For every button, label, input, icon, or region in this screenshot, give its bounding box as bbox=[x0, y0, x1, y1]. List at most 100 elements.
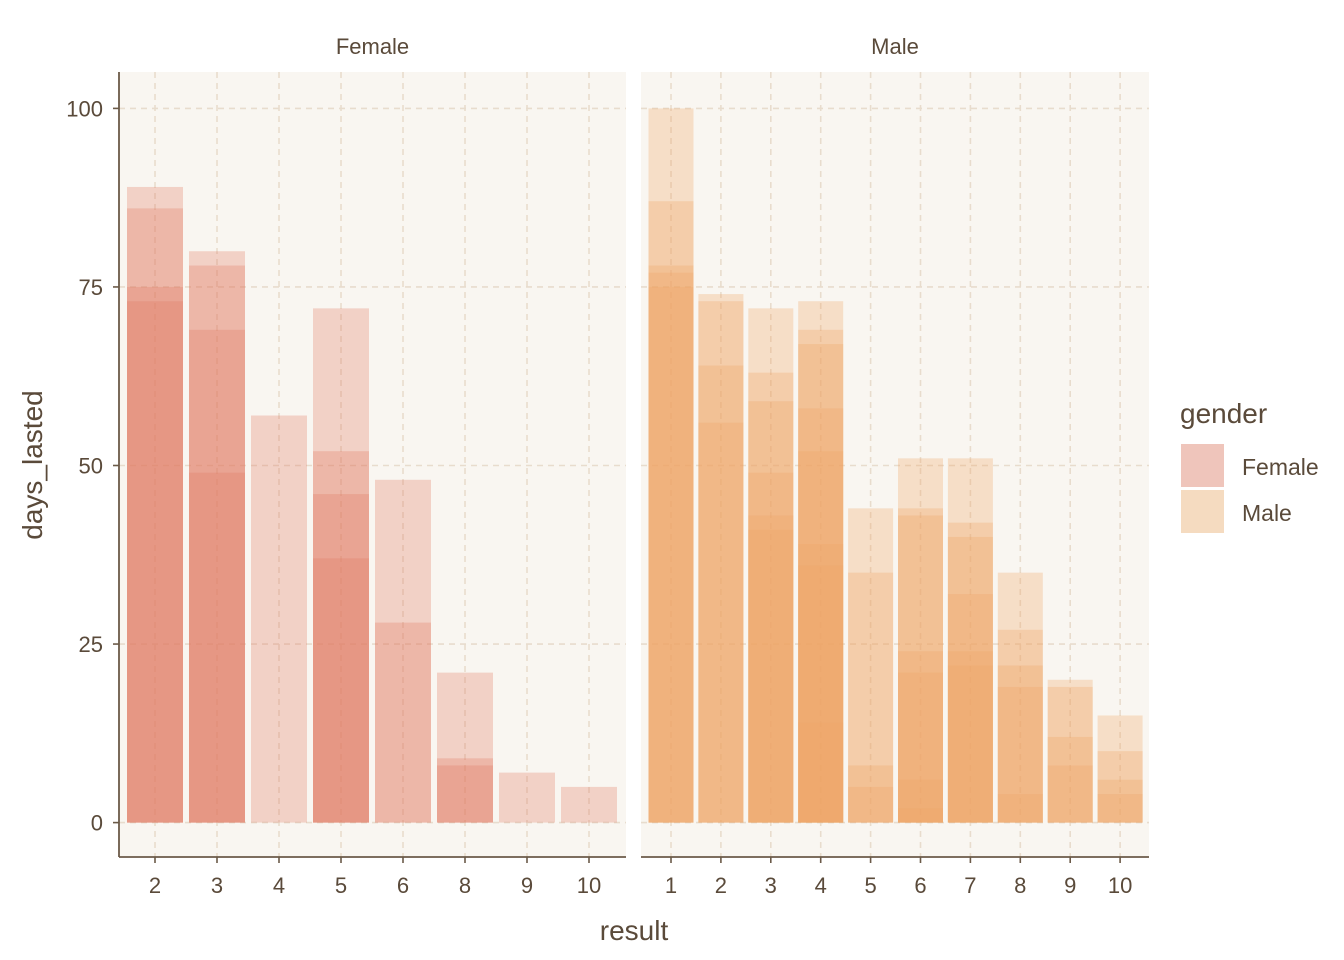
bar bbox=[189, 265, 245, 823]
x-tick-label: 8 bbox=[459, 873, 471, 898]
bar bbox=[898, 808, 943, 823]
x-tick-label: 4 bbox=[815, 873, 827, 898]
legend-label-male: Male bbox=[1242, 500, 1292, 526]
panels-layer: Female 2 3 4 5 6 8 9 10 Male 1 2 3 4 5 6 7 8 9 10 bbox=[119, 34, 1149, 898]
bar bbox=[1047, 686, 1093, 823]
bar bbox=[189, 329, 245, 823]
bars-male bbox=[648, 108, 1143, 823]
bar bbox=[1097, 779, 1143, 823]
bar bbox=[898, 672, 943, 823]
y-tick-label: 50 bbox=[79, 454, 103, 479]
bar bbox=[313, 558, 369, 823]
bar bbox=[947, 594, 993, 823]
bar bbox=[648, 272, 694, 823]
strip-label-male: Male bbox=[871, 34, 919, 59]
bar bbox=[947, 651, 993, 823]
bar bbox=[698, 294, 744, 823]
bar bbox=[127, 301, 183, 823]
bar bbox=[648, 265, 694, 823]
bar bbox=[848, 765, 894, 823]
legend-key-female bbox=[1181, 444, 1224, 487]
bar bbox=[1097, 751, 1143, 823]
bar bbox=[947, 665, 993, 823]
bar bbox=[898, 508, 943, 823]
panel-background bbox=[641, 72, 1149, 857]
bar bbox=[648, 286, 694, 823]
bar bbox=[997, 794, 1043, 823]
bar bbox=[1047, 765, 1093, 823]
bar bbox=[1097, 794, 1143, 823]
panel-background bbox=[119, 72, 626, 857]
bar bbox=[251, 415, 307, 823]
x-tick-label: 1 bbox=[665, 873, 677, 898]
bar bbox=[437, 672, 493, 823]
x-tick-label: 2 bbox=[715, 873, 727, 898]
bar bbox=[898, 458, 943, 823]
bar bbox=[898, 515, 943, 823]
y-tick-label: 0 bbox=[91, 811, 103, 836]
bar bbox=[648, 201, 694, 823]
legend-label-female: Female bbox=[1242, 454, 1319, 480]
bar bbox=[561, 786, 617, 823]
bar bbox=[997, 572, 1043, 823]
strip-label-female: Female bbox=[336, 34, 409, 59]
bar bbox=[748, 472, 794, 823]
y-axis-title: days_lasted bbox=[17, 390, 48, 539]
bar bbox=[375, 479, 431, 823]
y-tick-label: 100 bbox=[66, 96, 103, 121]
x-tick-label: 2 bbox=[149, 873, 161, 898]
bar bbox=[1047, 736, 1093, 823]
x-tick-label: 9 bbox=[1064, 873, 1076, 898]
bar bbox=[189, 472, 245, 823]
x-tick-label: 6 bbox=[914, 873, 926, 898]
x-tick-label: 9 bbox=[521, 873, 533, 898]
panel-female: Female 2 3 4 5 6 8 9 10 bbox=[119, 34, 626, 898]
y-tick-label: 25 bbox=[79, 632, 103, 657]
bar bbox=[189, 251, 245, 823]
bar bbox=[748, 308, 794, 823]
bar bbox=[848, 508, 894, 823]
bar bbox=[848, 786, 894, 823]
bar bbox=[698, 365, 744, 823]
bar bbox=[1097, 715, 1143, 823]
bar bbox=[648, 108, 694, 823]
bar bbox=[748, 401, 794, 823]
bar bbox=[898, 779, 943, 823]
bar bbox=[798, 722, 844, 823]
bar bbox=[1047, 679, 1093, 823]
bar bbox=[127, 186, 183, 823]
bar bbox=[997, 629, 1043, 823]
bar bbox=[313, 451, 369, 823]
bar bbox=[898, 651, 943, 823]
bar bbox=[798, 301, 844, 823]
bar bbox=[798, 544, 844, 823]
bar bbox=[375, 622, 431, 823]
bar bbox=[848, 572, 894, 823]
bar bbox=[748, 372, 794, 823]
x-axis-title: result bbox=[600, 915, 669, 946]
bar bbox=[798, 344, 844, 823]
bar bbox=[748, 529, 794, 823]
x-tick-label: 10 bbox=[1108, 873, 1132, 898]
x-tick-label: 7 bbox=[964, 873, 976, 898]
bar bbox=[798, 451, 844, 823]
x-tick-label: 10 bbox=[577, 873, 601, 898]
bar bbox=[947, 458, 993, 823]
axes-layer: 0 25 50 75 100 bbox=[66, 72, 120, 857]
x-tick-label: 5 bbox=[335, 873, 347, 898]
x-tick-label: 3 bbox=[211, 873, 223, 898]
bar bbox=[698, 301, 744, 823]
bar bbox=[798, 329, 844, 823]
bar bbox=[127, 286, 183, 823]
x-tick-label: 4 bbox=[273, 873, 285, 898]
x-tick-label: 6 bbox=[397, 873, 409, 898]
legend-key-male bbox=[1181, 490, 1224, 533]
bar bbox=[698, 422, 744, 823]
legend: gender Female Male bbox=[1180, 398, 1319, 533]
bar bbox=[798, 565, 844, 823]
legend-title: gender bbox=[1180, 398, 1267, 429]
x-tick-label: 8 bbox=[1014, 873, 1026, 898]
bar bbox=[798, 408, 844, 823]
bar bbox=[997, 665, 1043, 823]
bar bbox=[313, 308, 369, 823]
